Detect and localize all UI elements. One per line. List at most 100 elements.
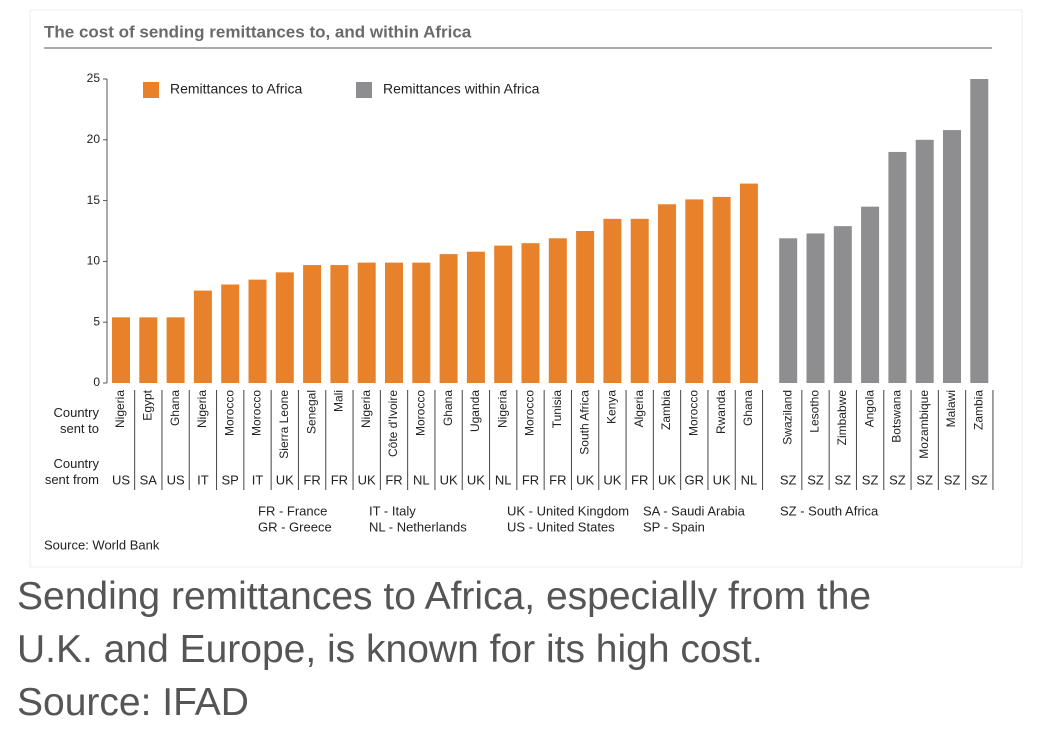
bar: [330, 265, 349, 383]
bar: [833, 226, 852, 383]
abbreviation: SZ - South Africa: [780, 503, 879, 518]
caption-line: Sending remittances to Africa, especiall…: [17, 575, 872, 618]
category-label: Swaziland: [780, 390, 794, 445]
category-label: Morocco: [686, 390, 700, 436]
sent-from-label: SP: [222, 472, 239, 487]
bar: [221, 284, 240, 383]
category-label: Ghana: [168, 390, 182, 426]
sent-from-label: SZ: [889, 472, 906, 487]
bar: [248, 279, 267, 383]
category-label: Ghana: [741, 390, 755, 426]
bar: [494, 245, 513, 383]
bar: [970, 79, 989, 383]
category-label: Kenya: [605, 390, 619, 424]
legend-swatch: [356, 82, 372, 98]
sent-from-label: SZ: [916, 472, 933, 487]
abbreviation: US - United States: [507, 519, 615, 534]
sent-from-label: SZ: [944, 472, 961, 487]
sent-from-label: UK: [440, 472, 458, 487]
sent-from-label: UK: [713, 472, 731, 487]
legend-swatch: [143, 82, 159, 98]
bar: [739, 183, 758, 383]
caption: Sending remittances to Africa, especiall…: [17, 570, 871, 729]
category-label: Morocco: [413, 390, 427, 436]
y-tick-label: 0: [93, 375, 100, 389]
category-label: Côte d'Ivoire: [386, 390, 400, 457]
bar: [412, 262, 431, 383]
sent-from-label: FR: [303, 472, 320, 487]
sent-from-label: UK: [603, 472, 621, 487]
bar: [888, 151, 907, 383]
bar: [576, 231, 595, 383]
sent-from-label: NL: [413, 472, 430, 487]
bar: [357, 262, 376, 383]
category-label: Egypt: [140, 389, 154, 420]
y-tick-label: 5: [93, 314, 100, 328]
bar: [712, 196, 731, 383]
bar: [658, 204, 676, 383]
category-label: Sierra Leone: [277, 390, 291, 459]
bar: [166, 317, 185, 383]
bar: [861, 206, 880, 383]
sent-from-label: FR: [522, 472, 539, 487]
bar: [943, 130, 961, 383]
bar: [630, 218, 649, 383]
sent-from-label: FR: [385, 472, 402, 487]
category-label: Zambia: [659, 390, 673, 430]
sent-from-label: SZ: [834, 472, 851, 487]
sent-from-label: UK: [358, 472, 376, 487]
sent-from-label: US: [112, 472, 130, 487]
bar: [685, 199, 704, 383]
category-label: Mali: [332, 390, 346, 412]
caption-line: U.K. and Europe, is known for its high c…: [17, 628, 763, 671]
bar: [915, 139, 934, 383]
category-label: South Africa: [577, 390, 591, 455]
sent-from-label: SZ: [807, 472, 824, 487]
sent-from-label: UK: [467, 472, 485, 487]
y-tick-label: 25: [87, 71, 101, 85]
sent-from-label: UK: [276, 472, 294, 487]
sent-from-label: NL: [495, 472, 512, 487]
category-label: Malawi: [944, 390, 958, 427]
bar: [779, 238, 798, 383]
sent-from-label: SZ: [862, 472, 879, 487]
category-label: Zimbabwe: [835, 390, 849, 446]
category-label: Lesotho: [808, 390, 822, 433]
bar: [603, 218, 622, 383]
category-label: Zambia: [971, 390, 985, 430]
legend-label: Remittances within Africa: [383, 81, 540, 97]
category-label: Nigeria: [195, 390, 209, 428]
category-label: Nigeria: [113, 390, 127, 428]
sent-from-label: FR: [631, 472, 648, 487]
category-label: Uganda: [468, 390, 482, 432]
abbreviation: FR - France: [258, 503, 327, 518]
abbreviation: SP - Spain: [643, 519, 705, 534]
category-label: Angola: [862, 390, 876, 428]
bar: [548, 238, 567, 383]
category-label: Rwanda: [714, 390, 728, 434]
sent-from-label: FR: [549, 472, 566, 487]
bar: [439, 254, 458, 383]
sent-from-label: IT: [197, 472, 209, 487]
bar: [466, 251, 485, 383]
category-label: Tunisia: [550, 390, 564, 429]
legend-label: Remittances to Africa: [170, 81, 302, 97]
chart-title: The cost of sending remittances to, and …: [44, 22, 472, 41]
sent-from-label: US: [167, 472, 185, 487]
category-label: Morocco: [250, 390, 264, 436]
bar: [275, 272, 294, 383]
y-tick-label: 15: [87, 193, 101, 207]
abbreviation: IT - Italy: [369, 503, 416, 518]
abbreviation: SA - Saudi Arabia: [643, 503, 746, 518]
bar: [385, 262, 403, 383]
sent-from-label: UK: [576, 472, 594, 487]
abbreviation: NL - Netherlands: [369, 519, 467, 534]
category-label: Senegal: [304, 390, 318, 434]
category-label: Nigeria: [359, 390, 373, 428]
row-label: Country sent from: [44, 456, 99, 487]
sent-from-label: SA: [140, 472, 158, 487]
bar: [303, 265, 322, 383]
category-label: Morocco: [222, 390, 236, 436]
category-label: Mozambique: [917, 390, 931, 459]
sent-from-label: SZ: [780, 472, 797, 487]
